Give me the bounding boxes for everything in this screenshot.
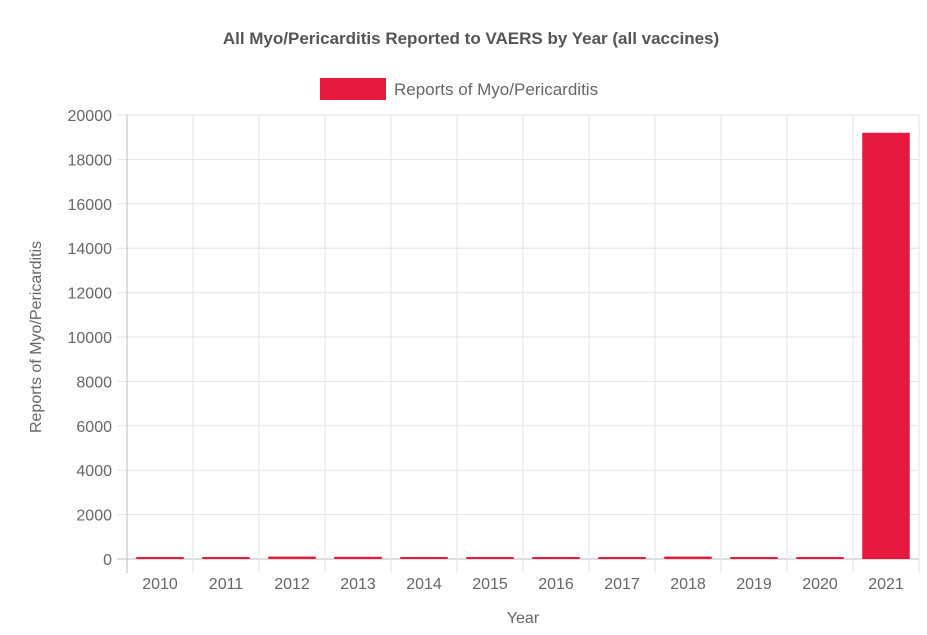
bar-2018 xyxy=(664,556,712,559)
legend: Reports of Myo/Pericarditis xyxy=(320,78,598,100)
grid-lines xyxy=(117,114,920,573)
chart-title: All Myo/Pericarditis Reported to VAERS b… xyxy=(223,29,719,48)
y-tick-label: 2000 xyxy=(76,508,112,525)
y-tick-label: 4000 xyxy=(76,463,112,480)
bar-2017 xyxy=(598,557,646,559)
y-tick-label: 14000 xyxy=(68,241,113,258)
x-tick-label: 2015 xyxy=(472,576,508,593)
y-tick-label: 0 xyxy=(103,552,112,569)
legend-label: Reports of Myo/Pericarditis xyxy=(394,80,598,99)
bar-2011 xyxy=(202,557,250,559)
bar-2020 xyxy=(796,557,844,559)
y-tick-label: 18000 xyxy=(68,152,113,169)
bar-2010 xyxy=(136,557,184,559)
x-tick-label: 2019 xyxy=(736,576,772,593)
x-axis-ticks: 2010 2011 2012 2013 2014 2015 2016 2017 2018 2019… xyxy=(142,576,904,593)
x-tick-label: 2013 xyxy=(340,576,376,593)
y-tick-label: 10000 xyxy=(68,330,113,347)
y-axis-ticks: 0 2000 4000 6000 8000 10000 12000 14000 16000 180… xyxy=(68,108,113,569)
y-axis-title: Reports of Myo/Pericarditis xyxy=(28,241,45,433)
y-tick-label: 16000 xyxy=(68,197,113,214)
bar-2014 xyxy=(400,557,448,559)
y-tick-label: 6000 xyxy=(76,419,112,436)
y-tick-label: 12000 xyxy=(68,286,113,303)
x-tick-label: 2014 xyxy=(406,576,442,593)
bar-2012 xyxy=(268,556,316,559)
bars xyxy=(136,132,910,559)
bar-2013 xyxy=(334,556,382,559)
x-tick-label: 2011 xyxy=(209,576,244,593)
x-tick-label: 2020 xyxy=(802,576,838,593)
legend-swatch xyxy=(320,78,386,100)
x-tick-label: 2012 xyxy=(274,576,310,593)
x-axis-title: Year xyxy=(507,610,540,627)
bar-2019 xyxy=(730,557,778,559)
x-tick-label: 2017 xyxy=(604,576,640,593)
bar-2015 xyxy=(466,557,514,559)
bar-2021 xyxy=(862,132,910,559)
y-tick-label: 8000 xyxy=(76,374,112,391)
x-tick-label: 2016 xyxy=(538,576,574,593)
x-tick-label: 2021 xyxy=(868,576,904,593)
x-tick-label: 2010 xyxy=(142,576,178,593)
bar-2016 xyxy=(532,557,580,559)
y-tick-label: 20000 xyxy=(68,108,113,125)
x-tick-label: 2018 xyxy=(670,576,706,593)
